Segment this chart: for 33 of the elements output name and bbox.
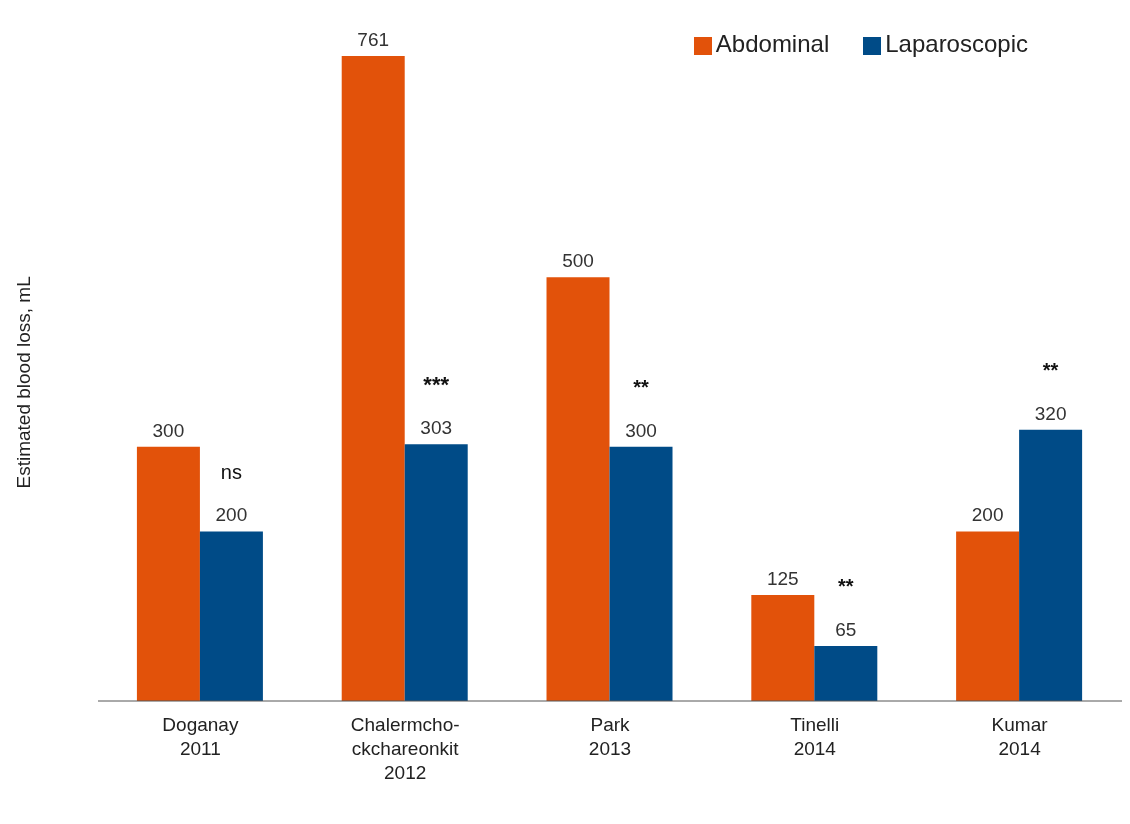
data-label: 65: [835, 618, 857, 640]
bar: [956, 531, 1020, 701]
data-label: 125: [766, 568, 799, 590]
annotation: **: [633, 376, 650, 399]
bar: [1019, 429, 1083, 701]
annotation: ***: [423, 372, 450, 397]
legend-label: Abdominal: [715, 30, 830, 57]
x-tick-label: Chalermcho- ckchareonkit 2012: [350, 714, 460, 783]
data-label: 300: [625, 419, 657, 441]
bar: [199, 531, 263, 701]
data-label: 320: [1034, 402, 1067, 424]
data-label: 300: [152, 419, 185, 441]
data-label: 303: [420, 417, 453, 439]
x-tick-label: Park 2013: [588, 714, 632, 759]
bar: [609, 446, 673, 701]
bar: [404, 444, 468, 701]
bar: [546, 277, 610, 701]
data-label: 500: [562, 250, 594, 272]
bar: [751, 595, 815, 701]
y-axis-title: Estimated blood loss, mL: [12, 276, 34, 489]
x-tick-label: Doganay 2011: [162, 714, 239, 759]
bar: [341, 56, 405, 701]
bar: [814, 645, 878, 701]
data-label: 200: [971, 504, 1004, 526]
x-tick-label: Tinelli 2014: [790, 714, 840, 759]
data-label: 200: [215, 504, 248, 526]
annotation: **: [838, 575, 854, 598]
legend-label: Laparoscopic: [885, 30, 1028, 57]
annotation: **: [1042, 359, 1059, 382]
bar: [136, 446, 200, 701]
annotation: ns: [220, 460, 242, 483]
x-tick-label: Kumar 2014: [991, 714, 1049, 759]
data-label: 761: [357, 29, 390, 50]
